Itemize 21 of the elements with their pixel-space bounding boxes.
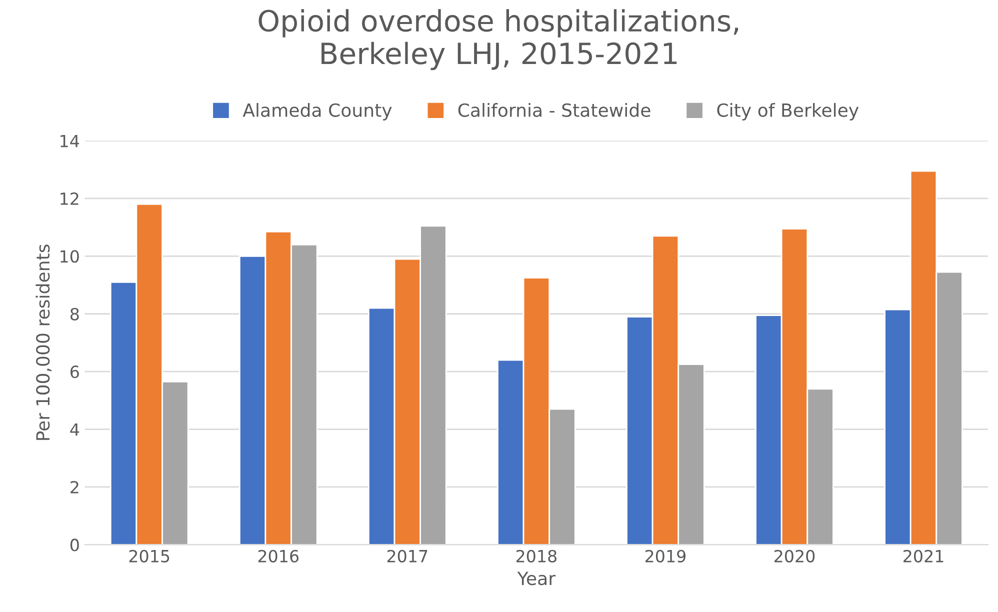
y-tick-label: 6 bbox=[70, 366, 79, 378]
y-tick-label: 2 bbox=[70, 480, 78, 494]
chart-title: Opioid overdose hospitalizations, Berkeley LHJ, 2015-2021 bbox=[258, 9, 738, 70]
y-tick-label: 14 bbox=[60, 134, 80, 148]
x-tick-label: 2020 bbox=[774, 550, 815, 562]
legend-label: Alameda County bbox=[242, 102, 392, 120]
x-tick-label: 2017 bbox=[387, 550, 428, 562]
y-tick-label: 8 bbox=[70, 308, 79, 320]
x-axis-title: Year bbox=[517, 572, 556, 586]
x-tick-label: 2016 bbox=[258, 550, 299, 562]
y-tick-label: 10 bbox=[60, 250, 79, 263]
x-tick-label: 2018 bbox=[516, 550, 556, 562]
y-axis-title: Per 100,000 residents bbox=[36, 244, 52, 440]
x-tick-label: 2015 bbox=[129, 550, 170, 562]
y-tick-label: 12 bbox=[60, 192, 78, 205]
x-tick-label: 2021 bbox=[904, 550, 944, 562]
legend-label: City of Berkeley bbox=[717, 102, 859, 120]
y-tick-label: 0 bbox=[70, 538, 79, 552]
x-tick-label: 2019 bbox=[645, 550, 686, 562]
legend-label: California - Statewide bbox=[458, 102, 650, 117]
y-tick-label: 4 bbox=[70, 423, 80, 436]
